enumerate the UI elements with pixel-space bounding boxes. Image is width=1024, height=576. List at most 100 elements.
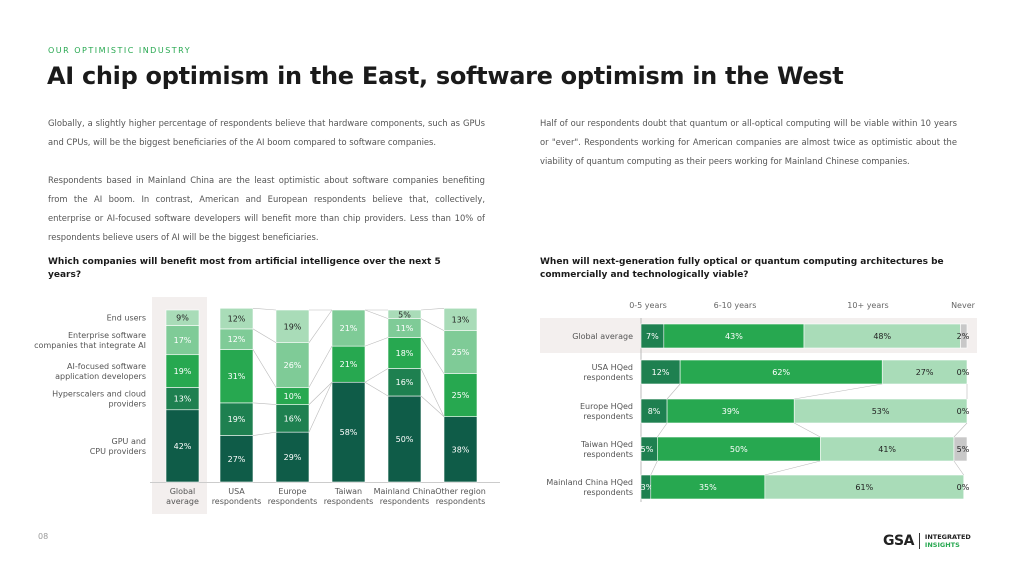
category-label: USA HQed	[592, 363, 633, 372]
bar-segment	[219, 307, 254, 330]
bar-segment	[275, 309, 310, 343]
data-label: 3%	[641, 483, 654, 492]
category-label: Other region	[435, 487, 486, 496]
category-label: respondents	[583, 373, 633, 382]
chart-title-quantum: When will next-generation fully optical …	[540, 257, 944, 280]
category-label: respondents	[583, 450, 633, 459]
category-label: respondents	[436, 497, 486, 506]
connector-line	[650, 460, 658, 476]
connector-line	[420, 337, 445, 374]
connector-line	[420, 368, 445, 417]
data-label: 17%	[174, 336, 192, 345]
connector-line	[953, 422, 968, 438]
legend-label: 10+ years	[847, 301, 888, 310]
legend-label: Enterprise software	[68, 331, 146, 340]
bar-segment	[657, 436, 821, 462]
connector-line	[308, 309, 333, 343]
bar-segment	[387, 337, 422, 369]
category-label: respondents	[583, 488, 633, 497]
legend-label: application developers	[55, 372, 146, 381]
data-label: 11%	[396, 324, 414, 333]
connector-line	[420, 307, 445, 311]
data-label: 19%	[284, 322, 302, 331]
bar-segment	[443, 416, 478, 483]
legend-label: CPU providers	[90, 447, 146, 456]
logo-brand: GSA	[883, 533, 914, 549]
bar-segment	[219, 402, 254, 436]
category-label: respondents	[212, 497, 262, 506]
bar-segment	[650, 474, 766, 500]
data-label: 58%	[340, 428, 358, 437]
bar-segment	[165, 409, 200, 483]
data-label: 19%	[228, 415, 246, 424]
connector-line	[953, 460, 964, 476]
category-label: Taiwan HQed	[580, 440, 633, 449]
bar-segment	[331, 345, 366, 383]
data-label: 42%	[174, 442, 192, 451]
logo-line2: INSIGHTS	[924, 541, 960, 549]
data-label: 16%	[284, 414, 302, 423]
data-label: 8%	[648, 407, 661, 416]
legend-label: Never	[951, 301, 976, 310]
connector-line	[308, 345, 333, 388]
data-label: 5%	[398, 310, 411, 319]
category-label: Taiwan	[334, 487, 362, 496]
page-title: AI chip optimism in the East, software o…	[47, 62, 844, 90]
category-label: Global	[170, 487, 196, 496]
category-label: USA	[228, 487, 245, 496]
data-label: 13%	[452, 315, 470, 324]
data-label: 13%	[174, 395, 192, 404]
category-label: Mainland China	[374, 487, 436, 496]
connector-line	[252, 431, 277, 436]
bar-segment	[640, 398, 668, 424]
connector-line	[308, 382, 333, 405]
connector-line	[764, 460, 821, 476]
data-label: 41%	[878, 445, 896, 454]
data-label: 19%	[174, 367, 192, 376]
data-label: 12%	[228, 315, 246, 324]
data-label: 10%	[284, 392, 302, 401]
bar-segment	[387, 395, 422, 483]
bar-segment	[881, 359, 968, 385]
bar-segment	[165, 354, 200, 388]
data-label: 2%	[957, 332, 970, 341]
data-label: 26%	[284, 361, 302, 370]
bar-segment	[960, 323, 968, 349]
data-label: 0%	[957, 368, 970, 377]
bar-segment	[331, 309, 366, 347]
category-label: average	[166, 497, 199, 506]
legend-label: providers	[109, 400, 147, 409]
data-label: 12%	[228, 335, 246, 344]
connector-line	[657, 422, 668, 438]
connector-line	[420, 395, 445, 417]
data-label: 27%	[228, 455, 246, 464]
data-label: 48%	[873, 332, 891, 341]
data-label: 61%	[855, 483, 873, 492]
bar-segment	[953, 436, 968, 462]
data-label: 35%	[699, 483, 717, 492]
connector-line	[666, 383, 681, 400]
data-label: 5%	[641, 445, 654, 454]
bar-segment	[219, 349, 254, 404]
legend-label: AI-focused software	[67, 362, 146, 371]
bar-segment	[275, 342, 310, 388]
legend-label: GPU and	[112, 437, 146, 446]
chart-title-beneficiaries: Which companies will benefit most from a…	[48, 257, 441, 280]
data-label: 25%	[452, 391, 470, 400]
data-label: 5%	[957, 445, 970, 454]
category-label: respondents	[324, 497, 374, 506]
legend-label: End users	[107, 314, 146, 323]
category-label: Europe HQed	[580, 402, 633, 411]
connector-line	[364, 337, 389, 347]
bar-segment	[640, 359, 681, 385]
data-label: 50%	[730, 445, 748, 454]
connector-line	[364, 309, 389, 319]
bar-segment	[663, 323, 805, 349]
connector-line	[252, 402, 277, 405]
bar-segment	[764, 474, 965, 500]
paragraph-quantum: Half of our respondents doubt that quant…	[540, 118, 957, 166]
category-label: respondents	[583, 412, 633, 421]
bar-segment	[165, 309, 200, 326]
data-label: 43%	[725, 332, 743, 341]
